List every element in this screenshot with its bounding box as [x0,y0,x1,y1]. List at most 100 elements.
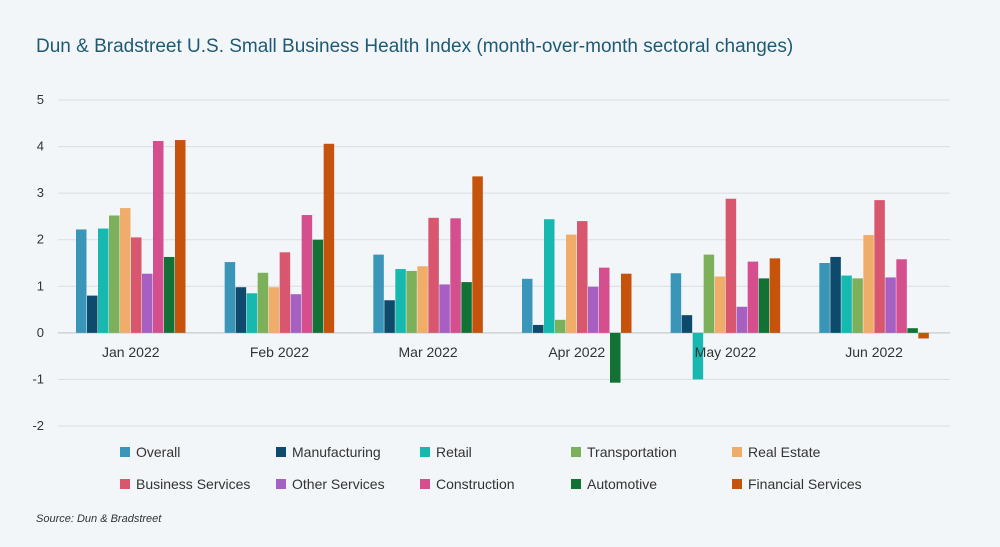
bar-construction [896,259,907,333]
legend-swatch [571,479,581,489]
legend-label: Retail [436,444,472,460]
legend-item: Overall [120,444,180,460]
legend-item: Construction [420,476,515,492]
bar-financial-services [621,273,632,333]
legend-label: Manufacturing [292,444,381,460]
legend-swatch [420,447,430,457]
legend-label: Overall [136,444,181,460]
bar-financial-services [323,143,335,333]
bar-business-services [428,217,439,333]
bar-other-services [885,277,896,333]
legend-swatch [732,479,742,489]
legend-item: Retail [420,444,472,460]
y-tick-label: 1 [37,278,44,293]
bar-manufacturing [533,324,544,333]
bar-overall [76,229,87,333]
bar-business-services [874,200,885,333]
x-category-label: Jun 2022 [845,344,903,360]
bar-construction [153,140,164,333]
bar-real-estate [566,234,577,333]
legend-label: Automotive [587,476,658,492]
y-tick-label: 3 [37,185,44,200]
legend-swatch [420,479,430,489]
bar-transportation [852,278,863,333]
bar-other-services [439,284,450,333]
bar-automotive [758,278,770,333]
bar-real-estate [714,276,726,333]
bar-business-services [131,237,142,333]
bar-retail [98,228,109,333]
legend-label: Financial Services [748,476,862,492]
x-category-label: Mar 2022 [399,344,458,360]
y-tick-label: 2 [37,232,44,247]
x-category-label: Apr 2022 [548,344,605,360]
bar-retail [395,269,406,333]
bar-business-services [279,252,291,333]
bar-construction [747,261,759,333]
bar-transportation [555,319,566,333]
x-category-label: Jan 2022 [102,344,160,360]
bar-construction [599,267,610,333]
bar-transportation [406,270,417,333]
bar-financial-services [175,140,186,333]
source-note: Source: Dun & Bradstreet [36,513,162,525]
y-tick-label: -1 [32,371,44,386]
chart-title: Dun & Bradstreet U.S. Small Business Hea… [36,36,794,57]
y-tick-label: 4 [37,139,44,154]
legend-item: Business Services [120,476,250,492]
bar-automotive [461,282,472,333]
bar-overall [670,273,682,333]
bar-transportation [257,272,269,333]
legend-swatch [732,447,742,457]
legend-item: Other Services [276,476,385,492]
legend-label: Transportation [587,444,677,460]
bar-manufacturing [87,295,98,333]
bar-overall [522,278,533,333]
bar-manufacturing [384,300,395,333]
bar-construction [450,218,461,333]
legend-label: Other Services [292,476,385,492]
bar-overall [373,254,384,333]
bar-retail [841,275,852,333]
bar-manufacturing [235,287,247,333]
legend-swatch [120,479,130,489]
y-tick-label: 5 [37,92,44,107]
bar-other-services [142,273,153,333]
bar-real-estate [417,266,428,333]
bar-other-services [588,286,599,333]
bar-transportation [109,215,120,333]
legend-item: Real Estate [732,444,820,460]
bar-retail [246,293,258,333]
x-category-label: Feb 2022 [250,344,309,360]
bar-automotive [610,332,621,383]
bar-automotive [907,328,918,333]
bar-transportation [703,254,715,333]
legend-item: Automotive [571,476,657,492]
bar-business-services [725,198,737,333]
bar-overall [819,263,830,333]
legend-label: Business Services [136,476,251,492]
bar-financial-services [769,258,781,333]
legend-item: Transportation [571,444,677,460]
bar-retail [692,332,704,380]
legend-item: Manufacturing [276,444,381,460]
bar-overall [224,262,236,333]
bar-real-estate [863,235,874,333]
bar-manufacturing [830,256,841,333]
bar-real-estate [268,287,280,333]
bar-real-estate [120,208,131,333]
legend-swatch [120,447,130,457]
legend-item: Financial Services [732,476,862,492]
bar-business-services [577,221,588,333]
legend-swatch [276,479,286,489]
bar-retail [544,219,555,333]
bar-automotive [312,239,324,333]
legend-label: Real Estate [748,444,821,460]
bar-construction [301,215,313,333]
x-category-label: May 2022 [695,344,757,360]
bar-other-services [736,306,748,333]
y-tick-label: -2 [32,418,44,433]
bar-manufacturing [681,315,693,333]
legend-swatch [571,447,581,457]
